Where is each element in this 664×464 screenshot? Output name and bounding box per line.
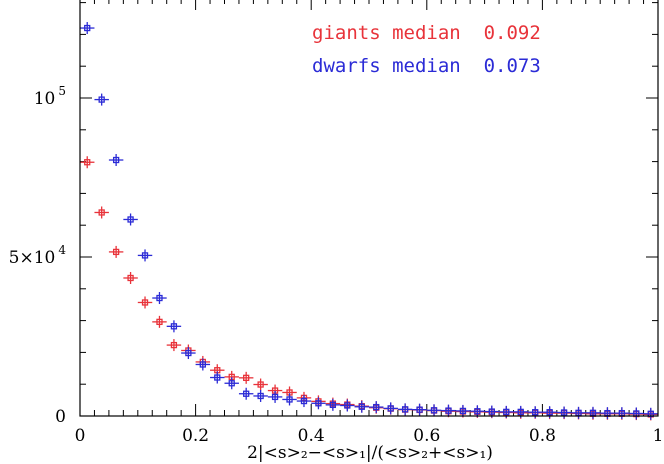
data-point xyxy=(282,393,297,406)
data-point xyxy=(455,404,471,417)
data-point xyxy=(94,93,109,106)
data-point xyxy=(80,156,95,169)
legend-label-dwarfs: dwarfs median 0.073 xyxy=(312,55,541,77)
data-point xyxy=(108,245,124,258)
y-tick-label: 10 5 xyxy=(34,84,66,109)
data-markers xyxy=(80,22,658,421)
data-point xyxy=(253,389,268,402)
x-tick-label: 0.6 xyxy=(413,426,440,446)
x-tick-label: 0.4 xyxy=(298,426,325,446)
data-point xyxy=(94,206,109,219)
data-point xyxy=(643,407,658,420)
x-tick-label: 0.8 xyxy=(529,426,556,446)
data-point xyxy=(311,397,326,410)
data-point xyxy=(166,320,182,333)
data-point xyxy=(441,404,456,417)
data-point xyxy=(556,406,572,419)
data-point xyxy=(629,407,644,420)
data-point xyxy=(571,406,586,419)
data-point xyxy=(137,296,153,309)
y-tick-label: 0 xyxy=(55,407,66,427)
data-point xyxy=(238,371,254,384)
legend-label-giants: giants median 0.092 xyxy=(312,22,541,44)
data-point xyxy=(614,407,630,420)
data-point xyxy=(123,271,138,284)
data-point xyxy=(108,154,124,167)
x-tick-label: 1 xyxy=(653,426,664,446)
data-point xyxy=(195,358,211,371)
legend: giants median 0.092 dwarfs median 0.073 xyxy=(312,22,541,77)
data-point xyxy=(383,402,398,415)
data-point xyxy=(166,339,182,352)
data-point xyxy=(224,377,239,390)
data-point xyxy=(585,406,601,419)
data-point xyxy=(137,249,153,262)
data-point xyxy=(397,403,413,416)
x-tick-label: 0.2 xyxy=(182,426,209,446)
data-point xyxy=(296,395,312,408)
data-point xyxy=(325,398,341,411)
data-point xyxy=(238,387,254,400)
data-point xyxy=(253,378,268,391)
data-point xyxy=(354,400,369,413)
data-point xyxy=(80,22,95,35)
x-tick-label: 0 xyxy=(75,426,86,446)
data-point xyxy=(470,405,485,418)
data-point xyxy=(267,390,283,403)
data-point xyxy=(181,347,196,360)
data-point xyxy=(426,404,442,417)
data-point xyxy=(152,292,167,305)
data-point xyxy=(600,407,615,420)
data-point xyxy=(340,399,355,412)
y-tick-label: 5×10 4 xyxy=(9,243,67,268)
data-point xyxy=(369,401,384,414)
plot-frame xyxy=(79,0,659,417)
data-point xyxy=(152,315,167,328)
data-point xyxy=(412,403,427,416)
x-axis-title: 2|<s>₂−<s>₁|/(<s>₂+<s>₁) xyxy=(247,443,493,463)
data-point xyxy=(210,371,225,384)
data-point xyxy=(123,213,138,226)
